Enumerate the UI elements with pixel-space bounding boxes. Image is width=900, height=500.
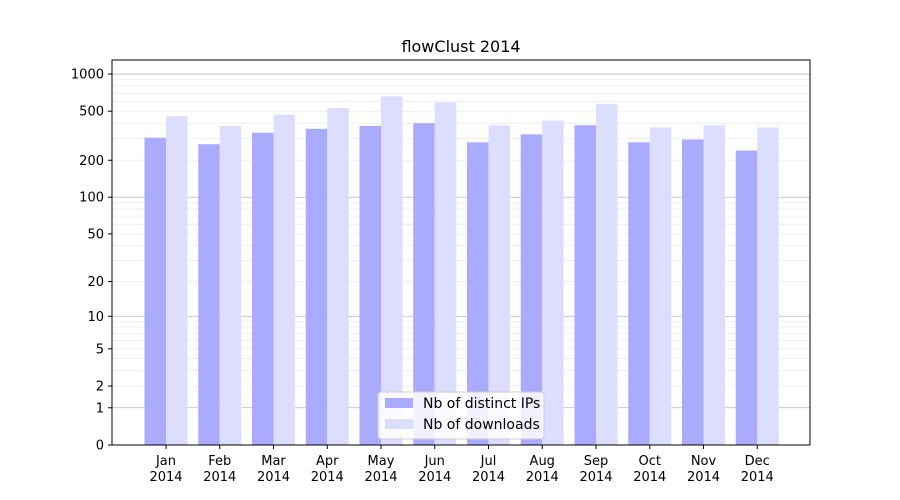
bar-distinct-ips [467,142,489,445]
x-tick-label-line: Jan [155,454,176,469]
bar-distinct-ips [682,139,704,445]
bar-downloads [703,125,725,446]
y-tick-label: 50 [87,227,104,242]
chart-title: flowClust 2014 [401,37,520,56]
x-tick-label: Nov 2014 [687,454,720,485]
bar-downloads [219,125,242,446]
y-tick-label: 1000 [71,68,104,83]
x-tick-label: Jan 2014 [149,454,182,485]
y-tick-label: 10 [87,310,104,325]
y-tick-label: 500 [79,105,104,120]
x-tick-label-line: Dec [745,454,770,469]
x-tick-label: Jun 2014 [418,454,451,485]
bar-distinct-ips [198,144,220,446]
x-tick-label-line: 2014 [203,470,236,485]
x-tick-label-line: 2014 [149,470,182,485]
bar-distinct-ips [305,128,328,445]
x-tick-label-line: 2014 [311,470,344,485]
x-tick-label-line: Feb [208,454,231,469]
bar-downloads [596,103,618,446]
x-tick-label: Sep 2014 [579,454,612,485]
x-tick-label-line: Oct [639,454,661,469]
x-tick-label-line: Nov [691,454,717,469]
x-tick-label: Dec 2014 [741,454,774,485]
bar-distinct-ips [628,142,650,445]
y-tick-label: 0 [96,439,104,454]
x-tick-label: May 2014 [364,454,397,485]
bar-distinct-ips [735,150,758,445]
bar-distinct-ips [520,134,543,445]
bars [144,96,779,446]
bar-distinct-ips [574,125,596,446]
x-tick-label-line: 2014 [257,470,290,485]
bar-distinct-ips [252,132,274,446]
x-tick-label-line: Jun [424,454,445,469]
x-tick-label-line: 2014 [472,470,505,485]
bar-downloads [757,127,779,446]
bar-downloads [649,127,672,446]
x-tick-label-line: 2014 [418,470,451,485]
x-tick-label-line: Sep [584,454,609,469]
bar-downloads [488,125,510,446]
x-tick-label: Aug 2014 [526,454,559,485]
x-tick-label-line: 2014 [364,470,397,485]
bar-distinct-ips [144,137,166,445]
y-tick-label: 200 [79,154,104,169]
x-tick-label-line: 2014 [526,470,559,485]
x-tick-label-line: 2014 [741,470,774,485]
bar-distinct-ips [359,125,381,446]
bar-downloads [327,108,349,446]
x-tick-label: Oct 2014 [633,454,666,485]
x-tick-label-line: May [368,454,395,469]
legend: Nb of distinct IPs Nb of downloads [377,391,545,440]
legend-swatch [385,398,413,408]
x-tick-label-line: 2014 [633,470,666,485]
bar-downloads [381,96,403,445]
y-tick-label: 20 [87,275,104,290]
x-tick-label-line: Jul [480,454,497,469]
legend-label: Nb of downloads [423,417,540,433]
bar-distinct-ips [413,123,435,446]
x-tick-label: Jul 2014 [472,454,505,485]
legend-label: Nb of distinct IPs [423,396,540,412]
bar-downloads [434,102,457,445]
plot-frame [111,59,811,446]
x-tick-label-line: 2014 [687,470,720,485]
legend-box [377,391,545,440]
x-tick-label: Mar 2014 [257,454,290,485]
x-tick-label: Apr 2014 [311,454,344,485]
bar-downloads [166,116,188,446]
y-tick-label: 1 [96,401,104,416]
x-tick-label-line: 2014 [579,470,612,485]
x-tick-label-line: Apr [316,454,339,469]
y-tick-label: 5 [96,342,104,357]
x-tick-label-line: Aug [530,454,555,469]
y-tick-label: 100 [79,191,104,206]
bar-downloads [542,120,564,445]
legend-swatch [385,419,413,429]
bar-downloads [273,114,295,446]
x-tick-label-line: Mar [261,454,286,469]
x-tick-label: Feb 2014 [203,454,236,485]
y-tick-label: 2 [96,380,104,395]
